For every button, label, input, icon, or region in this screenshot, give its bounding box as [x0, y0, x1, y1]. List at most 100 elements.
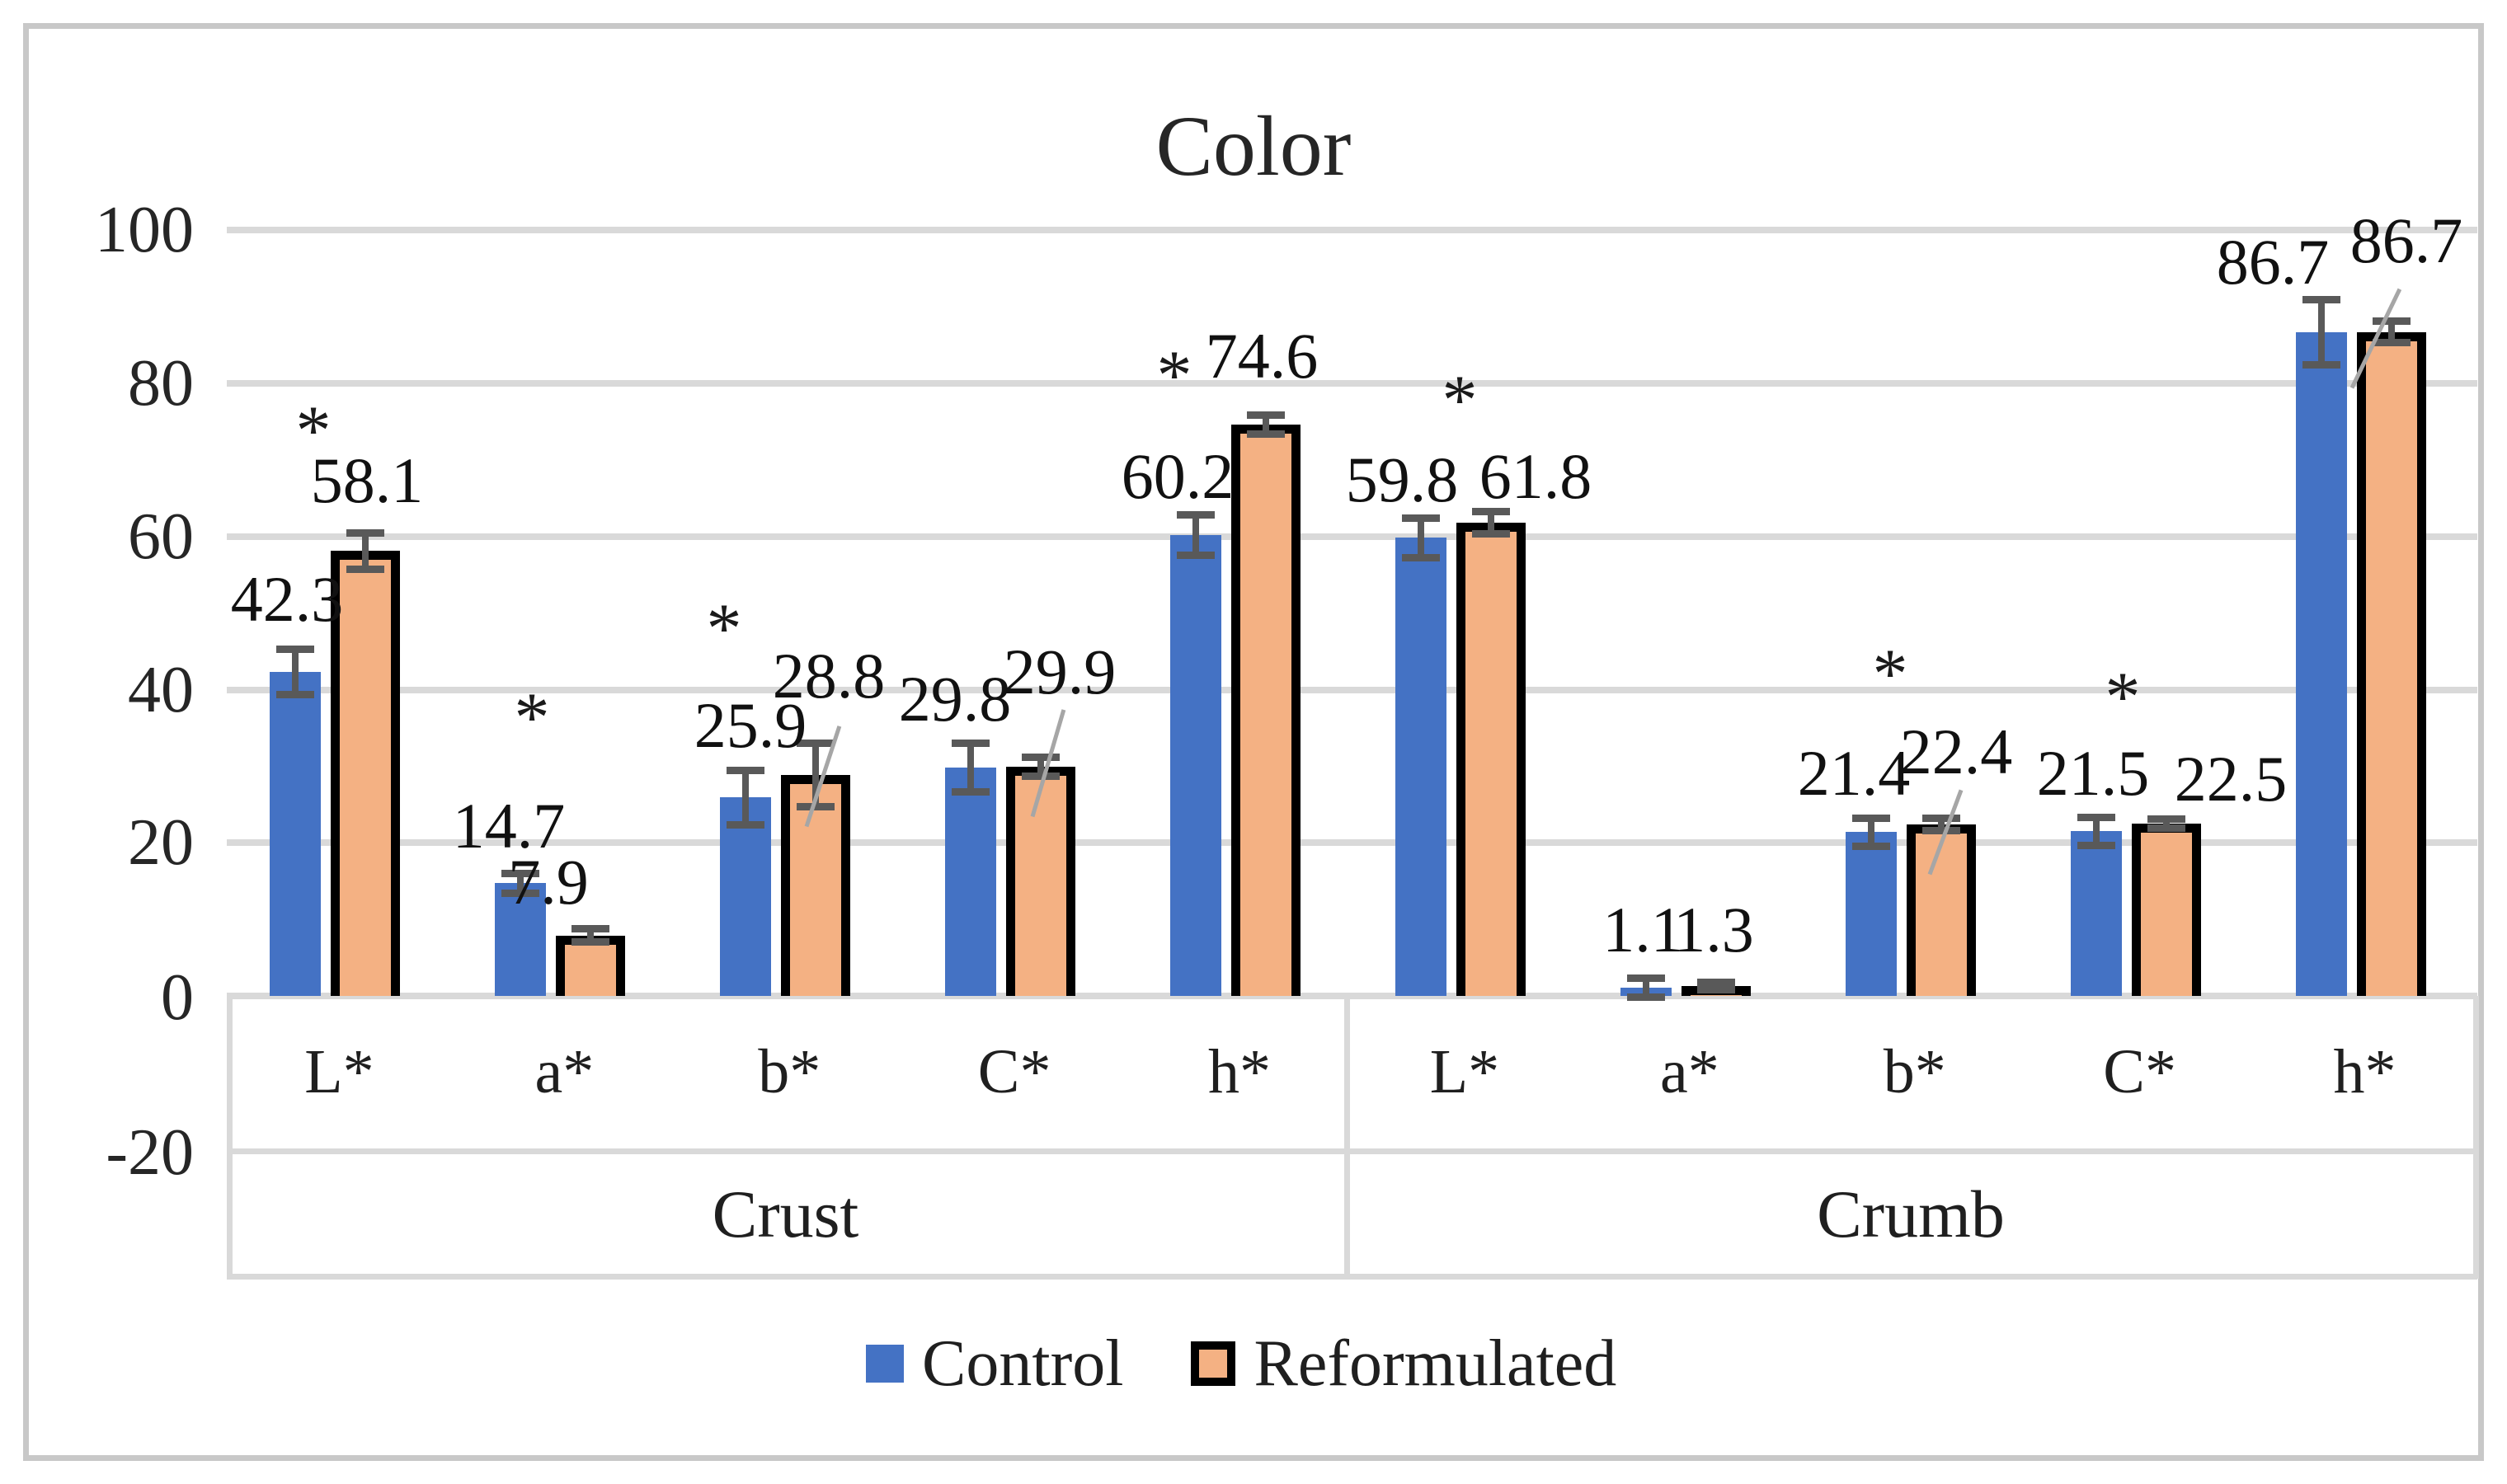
- bar-control-crust-c-: [945, 768, 997, 996]
- data-label: 28.8: [772, 640, 886, 711]
- error-bar: [1037, 757, 1045, 777]
- category-label: a*: [534, 1037, 595, 1106]
- error-bar-cap: [2147, 824, 2185, 832]
- group-label: Crust: [712, 1176, 859, 1252]
- error-bar-cap: [1471, 507, 1510, 515]
- axis-table-divider: [227, 996, 233, 1279]
- error-bar-cap: [727, 820, 765, 829]
- error-bar: [587, 928, 595, 942]
- bar-control-crumb-l-: [1395, 538, 1446, 996]
- error-bar: [1642, 977, 1649, 998]
- error-bar-cap: [1921, 814, 1960, 822]
- legend-item-control: Control: [866, 1329, 1123, 1398]
- error-bar: [362, 532, 369, 570]
- bar-control-crust-l-: [270, 672, 322, 996]
- significance-asterisk: *: [2105, 657, 2141, 736]
- bar-reformulated-crumb-l-: [1456, 522, 1526, 996]
- error-bar-cap: [797, 740, 835, 748]
- data-label: 86.7: [2216, 226, 2330, 298]
- gridline: [227, 227, 2477, 233]
- y-tick-label: 60: [128, 500, 194, 573]
- data-label: 42.3: [230, 563, 344, 635]
- category-label: b*: [1883, 1037, 1946, 1106]
- significance-asterisk: *: [1156, 336, 1192, 415]
- error-bar-cap: [1471, 529, 1510, 538]
- error-bar: [1937, 817, 1945, 832]
- control-swatch-icon: [866, 1345, 904, 1383]
- error-bar-cap: [2077, 813, 2115, 821]
- error-bar-cap: [276, 646, 315, 654]
- data-label: 61.8: [1479, 440, 1592, 512]
- error-bar-cap: [1022, 773, 1061, 781]
- significance-asterisk: *: [1872, 634, 1908, 713]
- gridline: [227, 687, 2477, 693]
- category-label: C*: [2103, 1037, 2176, 1106]
- error-bar-cap: [2372, 339, 2411, 347]
- data-label: 29.9: [1003, 636, 1117, 707]
- bar-control-crust-h-: [1170, 534, 1222, 996]
- error-bar-cap: [1921, 827, 1960, 835]
- error-bar: [1867, 817, 1874, 847]
- error-bar-cap: [1696, 979, 1735, 987]
- error-bar-cap: [2302, 360, 2340, 369]
- error-bar-cap: [1851, 842, 1890, 850]
- y-tick-label: 20: [128, 806, 194, 879]
- gridline: [227, 380, 2477, 387]
- error-bar: [742, 769, 750, 825]
- error-bar-cap: [1626, 993, 1665, 1001]
- error-bar-cap: [2147, 815, 2185, 824]
- significance-asterisk: *: [706, 589, 742, 668]
- error-bar: [812, 743, 820, 808]
- y-tick-label: 100: [95, 194, 194, 266]
- reformulated-swatch-icon: [1191, 1341, 1236, 1386]
- error-bar: [517, 873, 524, 894]
- error-bar-cap: [1696, 985, 1735, 993]
- data-label: 22.5: [2174, 743, 2288, 815]
- axis-table-line: [227, 993, 2477, 999]
- legend-label-reformulated: Reformulated: [1254, 1327, 1617, 1400]
- error-bar-cap: [1177, 510, 1216, 519]
- error-bar-cap: [1626, 974, 1665, 982]
- error-bar: [2092, 816, 2100, 846]
- error-bar-cap: [797, 803, 835, 811]
- legend: Control Reformulated: [866, 1329, 1691, 1398]
- bar-control-crumb-h-: [2295, 331, 2347, 996]
- error-bar-cap: [2372, 317, 2411, 325]
- data-label: 74.6: [1205, 320, 1319, 392]
- bar-reformulated-crumb-b-: [1906, 824, 1976, 996]
- error-bar-cap: [1401, 514, 1440, 523]
- error-bar-cap: [501, 889, 540, 897]
- category-label: h*: [2333, 1037, 2396, 1106]
- error-bar: [2387, 320, 2395, 344]
- data-label: 7.9: [508, 846, 589, 918]
- error-bar-cap: [1022, 754, 1061, 762]
- data-label: 1.3: [1673, 894, 1754, 965]
- data-label: 21.5: [2036, 737, 2150, 809]
- data-label: 29.8: [898, 663, 1012, 735]
- data-label: 60.2: [1121, 440, 1235, 512]
- data-label: 59.8: [1345, 444, 1459, 515]
- y-tick-label: 80: [128, 347, 194, 420]
- data-label: 14.7: [452, 790, 566, 862]
- error-bar-cap: [1851, 814, 1890, 822]
- error-bar-cap: [2077, 841, 2115, 849]
- error-bar: [292, 649, 299, 695]
- error-bar-cap: [276, 690, 315, 698]
- category-label: h*: [1208, 1037, 1272, 1106]
- gridline: [227, 533, 2477, 540]
- y-tick-label: 0: [161, 961, 194, 1034]
- bar-control-crust-b-: [720, 797, 772, 996]
- error-bar-cap: [571, 925, 610, 933]
- gridline: [227, 839, 2477, 846]
- error-bar: [967, 743, 975, 792]
- significance-asterisk: *: [1442, 360, 1478, 439]
- axis-table-divider: [1344, 996, 1350, 1279]
- error-bar-cap: [571, 937, 610, 946]
- category-label: a*: [1659, 1037, 1719, 1106]
- bar-control-crumb-c-: [2070, 831, 2122, 996]
- error-bar-cap: [952, 740, 990, 748]
- data-label: 1.1: [1602, 894, 1683, 965]
- error-bar-cap: [1401, 553, 1440, 561]
- category-label: L*: [304, 1037, 374, 1106]
- axis-table-divider: [2473, 996, 2479, 1279]
